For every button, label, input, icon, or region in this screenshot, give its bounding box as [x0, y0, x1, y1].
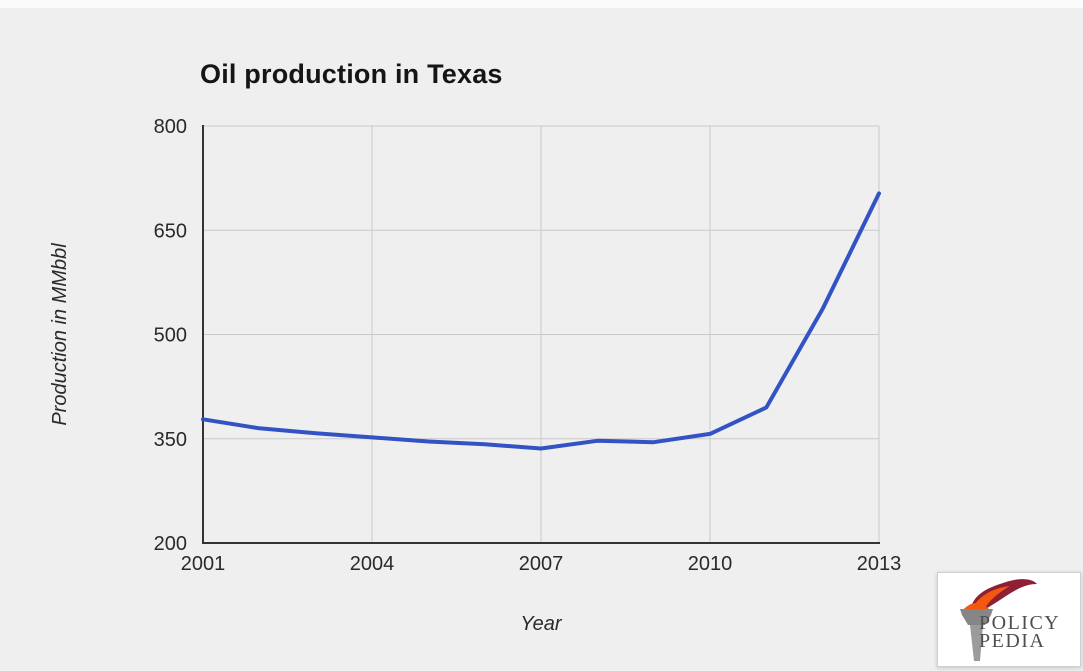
- y-tick-label: 200: [154, 533, 187, 555]
- top-strip: [0, 0, 1083, 8]
- x-tick-label: 2010: [688, 553, 733, 575]
- torch-icon: [960, 579, 1037, 661]
- torch-handle: [970, 625, 983, 661]
- y-tick-label: 650: [154, 220, 187, 242]
- x-tick-label: 2004: [350, 553, 395, 575]
- y-tick-label: 800: [154, 116, 187, 138]
- y-tick-label: 500: [154, 325, 187, 347]
- x-tick-label: 2007: [519, 553, 564, 575]
- torch-cup: [962, 615, 991, 625]
- policypedia-logo: POLICY PEDIA: [937, 572, 1081, 667]
- chart-title: Oil production in Texas: [200, 59, 503, 89]
- y-tick-label: 350: [154, 429, 187, 451]
- x-axis-title: Year: [520, 613, 562, 635]
- flame-red-shape: [970, 579, 1037, 616]
- gridlines: [203, 125, 880, 543]
- axes: [202, 125, 880, 544]
- data-series-line: [201, 191, 881, 451]
- y-axis-title: Production in MMbbl: [49, 243, 71, 426]
- tick-labels: 200 350 500 650 800 2001 2004 2007 2010 2013: [154, 116, 902, 575]
- logo-line1: POLICY: [979, 612, 1061, 634]
- x-tick-label: 2001: [181, 553, 226, 575]
- x-tick-label: 2013: [857, 553, 902, 575]
- logo-line2: PEDIA: [979, 630, 1046, 652]
- logo-text: POLICY PEDIA: [979, 612, 1061, 652]
- torch-cup-rim: [960, 609, 993, 615]
